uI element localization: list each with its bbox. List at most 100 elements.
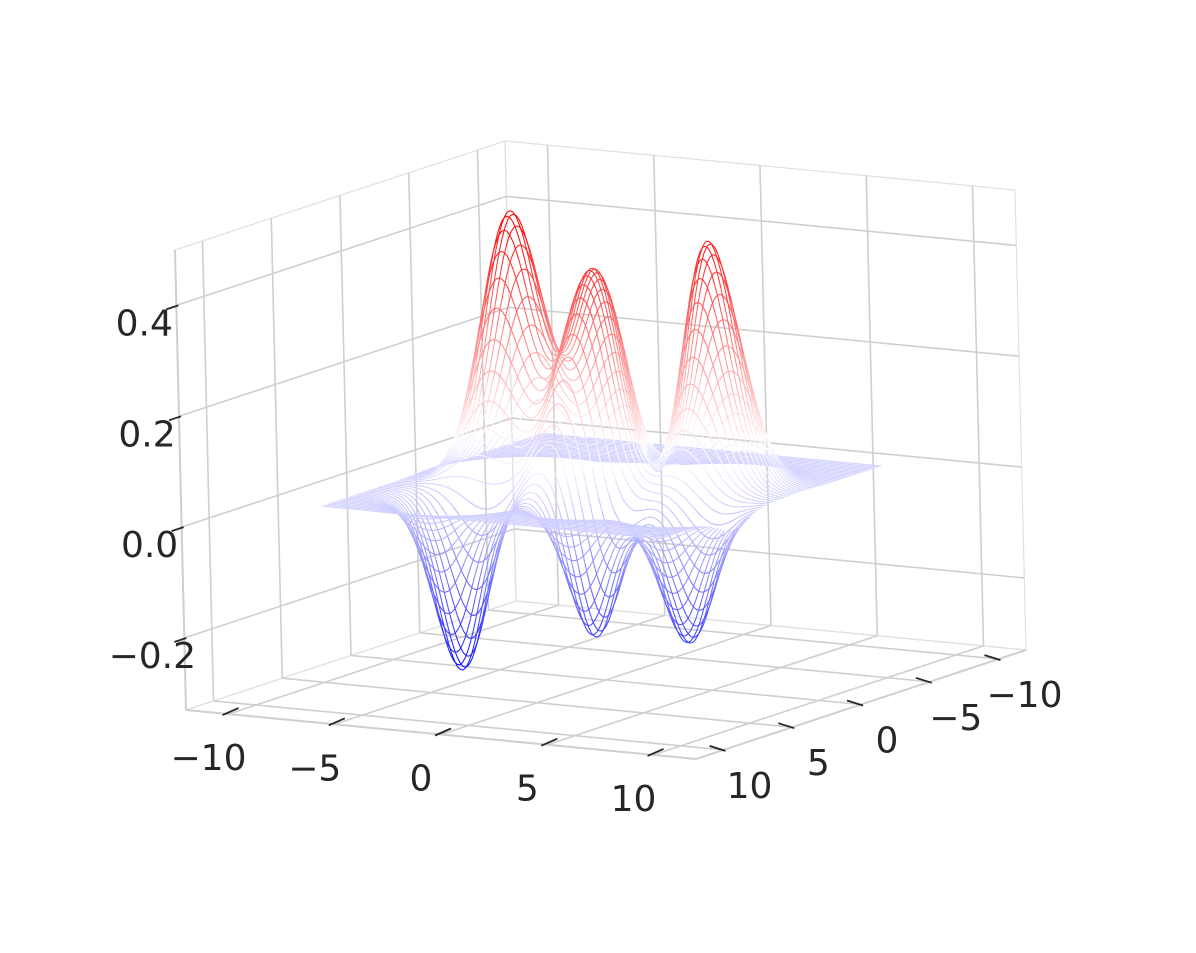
surface-segment xyxy=(748,489,753,493)
surface-segment xyxy=(462,406,467,418)
surface-segment xyxy=(700,303,704,308)
surface-segment xyxy=(483,383,488,397)
surface-segment xyxy=(795,476,800,480)
surface-segment xyxy=(743,463,747,470)
surface-segment xyxy=(695,357,699,361)
surface-segment xyxy=(602,453,606,456)
surface-segment xyxy=(642,452,647,459)
surface-segment xyxy=(602,338,606,344)
surface-segment xyxy=(806,473,810,475)
surface-segment xyxy=(792,476,797,480)
surface-segment xyxy=(573,402,577,406)
surface-segment xyxy=(752,470,756,476)
surface-segment xyxy=(602,421,607,426)
surface-segment xyxy=(620,347,625,365)
surface-segment xyxy=(566,436,571,440)
surface-segment xyxy=(530,268,535,283)
surface-segment xyxy=(624,443,628,446)
surface-segment xyxy=(707,278,712,286)
surface-segment xyxy=(491,419,495,428)
surface-segment xyxy=(490,452,494,455)
surface-segment xyxy=(615,437,619,441)
surface-segment xyxy=(535,432,540,435)
surface-segment xyxy=(661,493,666,496)
surface-segment xyxy=(803,485,807,488)
surface-segment xyxy=(501,229,505,233)
surface-segment xyxy=(750,510,754,513)
surface-segment xyxy=(534,387,539,391)
surface-segment xyxy=(644,488,649,492)
surface-segment xyxy=(812,486,816,488)
surface-segment xyxy=(740,440,744,450)
surface-segment xyxy=(685,410,690,422)
surface-segment xyxy=(676,431,680,435)
surface-segment xyxy=(617,379,622,395)
surface-segment xyxy=(623,358,629,376)
surface-segment xyxy=(691,284,696,293)
surface-segment xyxy=(523,268,528,271)
surface-segment xyxy=(714,247,719,255)
surface-segment xyxy=(590,267,594,270)
surface-segment xyxy=(524,312,530,325)
surface-segment xyxy=(768,443,773,452)
surface-segment xyxy=(508,454,512,457)
surface-segment xyxy=(710,433,715,438)
surface-segment xyxy=(659,453,664,459)
surface-segment xyxy=(575,331,580,340)
surface-segment xyxy=(797,473,801,476)
surface-segment xyxy=(733,396,738,411)
surface-segment xyxy=(715,460,719,463)
surface-segment xyxy=(696,459,700,464)
surface-segment xyxy=(739,339,745,355)
surface-segment xyxy=(783,467,788,472)
surface-segment xyxy=(694,413,699,423)
surface-segment xyxy=(672,445,676,452)
surface-segment xyxy=(559,357,564,365)
surface-segment xyxy=(665,438,669,446)
surface-segment xyxy=(549,349,554,355)
surface-segment xyxy=(707,421,711,428)
surface-segment xyxy=(728,459,733,467)
surface-segment xyxy=(739,351,744,368)
surface-segment xyxy=(690,432,694,436)
surface-segment xyxy=(482,346,487,352)
surface-segment xyxy=(506,210,511,213)
surface-segment xyxy=(483,446,488,451)
surface-segment xyxy=(681,367,685,376)
surface-segment xyxy=(682,408,687,421)
surface-segment xyxy=(730,358,735,374)
surface-segment xyxy=(594,354,598,362)
surface-segment xyxy=(800,473,804,476)
surface-segment xyxy=(716,431,721,440)
surface-segment xyxy=(749,464,753,471)
surface-segment xyxy=(728,304,733,313)
surface-segment xyxy=(736,410,741,423)
surface-segment xyxy=(498,250,502,254)
surface-segment xyxy=(707,456,712,462)
surface-segment xyxy=(785,480,790,484)
surface-segment xyxy=(572,294,577,302)
surface-segment xyxy=(705,313,710,323)
surface-segment xyxy=(805,477,809,480)
surface-segment xyxy=(796,469,799,471)
surface-segment xyxy=(792,478,796,481)
surface-segment xyxy=(769,461,773,464)
surface-segment xyxy=(501,311,506,317)
surface-segment xyxy=(704,451,709,457)
surface-segment xyxy=(496,313,500,328)
surface-segment xyxy=(763,490,768,493)
surface-segment xyxy=(773,480,777,485)
surface-segment xyxy=(689,308,693,317)
surface-segment xyxy=(504,377,509,387)
surface-segment xyxy=(555,346,560,352)
surface-segment xyxy=(715,425,720,431)
surface-segment xyxy=(707,491,712,495)
surface-segment xyxy=(589,310,594,320)
surface-segment xyxy=(504,305,509,318)
surface-segment xyxy=(509,217,514,222)
surface-segment xyxy=(470,458,474,461)
surface-segment xyxy=(764,467,769,473)
surface-segment xyxy=(680,461,684,464)
surface-segment xyxy=(501,250,505,253)
surface-segment xyxy=(611,411,615,416)
